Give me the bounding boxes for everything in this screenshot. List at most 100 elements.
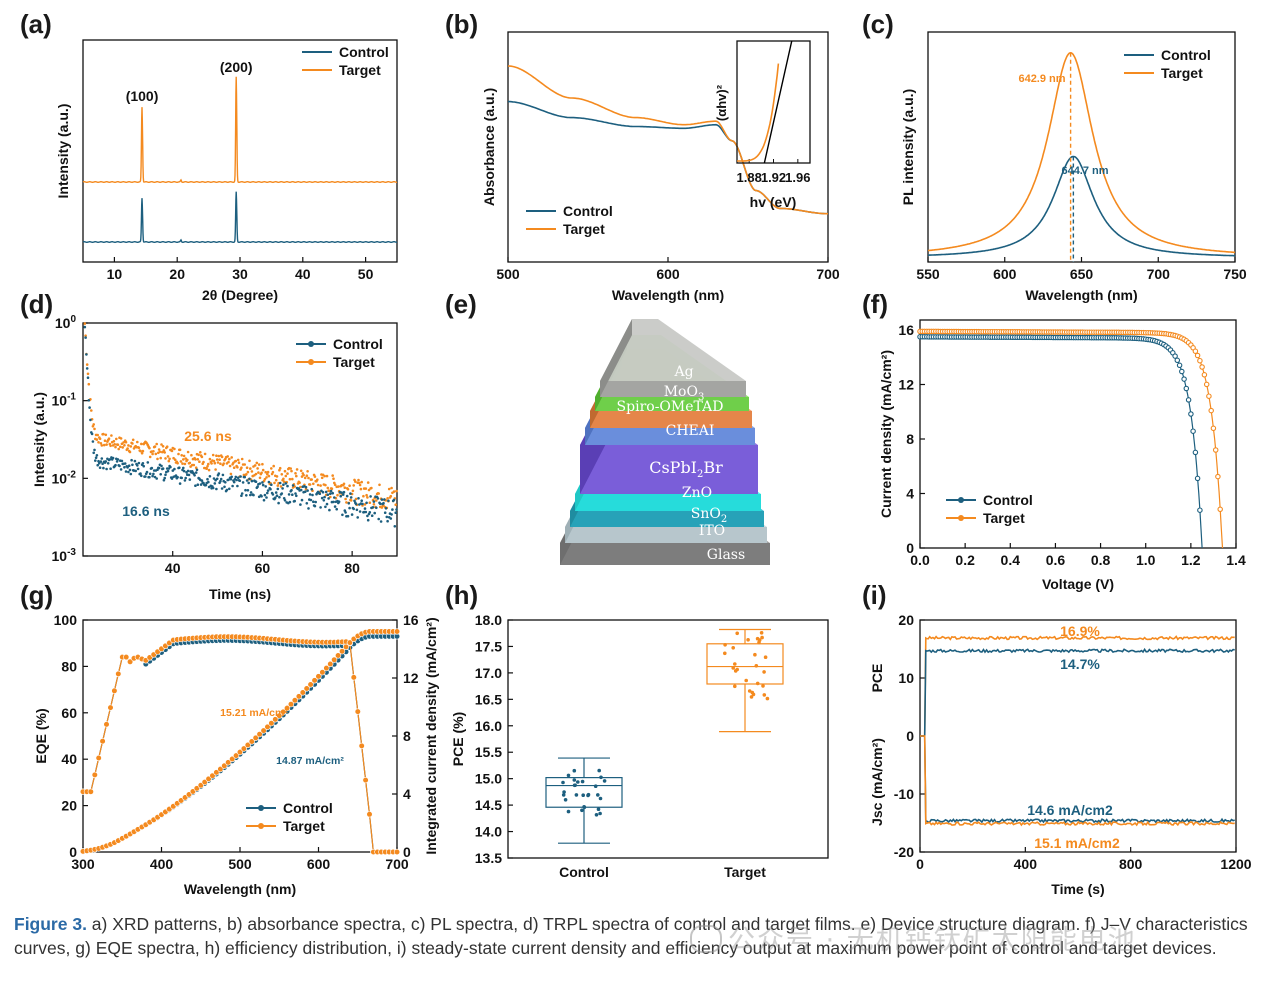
eqe-y2-tick-label: 8	[403, 728, 411, 744]
trpl-target-points-point	[136, 440, 139, 444]
trpl-control-points-point	[263, 493, 267, 497]
wechat-icon	[690, 925, 722, 953]
trpl-target-points-point	[167, 459, 171, 463]
box-point	[765, 696, 770, 701]
box-point	[755, 681, 760, 686]
box-point	[561, 793, 566, 797]
trpl-target-points-point	[352, 484, 356, 487]
trpl-target-points-point	[182, 454, 186, 458]
x-tick-label: 700	[816, 266, 840, 282]
trpl-target-points-point	[307, 476, 310, 480]
trpl-target-points-point	[181, 462, 184, 465]
trpl-target-points-point	[117, 447, 120, 451]
trpl-control-points-point	[383, 498, 386, 501]
trpl-target-points-point	[161, 450, 164, 454]
eqe-point	[358, 742, 365, 750]
trpl-target-points-point	[243, 463, 246, 466]
box-point	[594, 813, 599, 817]
eqe-point	[107, 704, 114, 711]
trpl-control-points-point	[332, 500, 335, 504]
x-tick-label: 40	[295, 266, 311, 282]
trpl-control-points-point	[178, 482, 182, 485]
trpl-target-points-point	[116, 443, 120, 447]
trpl-control-points-point	[376, 497, 380, 500]
trpl-control-points-point	[115, 460, 119, 463]
trpl-control-points-point	[213, 482, 217, 485]
trpl-control-points-point	[278, 495, 281, 499]
trpl-control-points-point	[96, 463, 99, 467]
trpl-control-points-point	[193, 474, 196, 477]
jint-point	[221, 762, 228, 769]
trpl-target-points-point	[165, 445, 169, 449]
trpl-target-points-point	[389, 494, 393, 498]
trpl-control-points-point	[328, 508, 331, 512]
trpl-control-points-point	[180, 476, 183, 480]
trpl-control-points-point	[130, 458, 133, 462]
trpl-target-points-point	[212, 459, 216, 463]
trpl-target-points-point	[336, 493, 339, 497]
trpl-target-points-point	[215, 454, 218, 458]
trpl-control-points-point	[200, 479, 204, 482]
trpl-control-points-point	[361, 502, 364, 506]
trpl-control-points-point	[345, 494, 349, 498]
trpl-control-points-point	[379, 520, 383, 523]
trpl-control-points-point	[355, 508, 359, 512]
trpl-target-points-point	[295, 474, 298, 478]
trpl-target-points-point	[323, 474, 326, 478]
jint-point	[331, 656, 338, 663]
trpl-control-points-point	[184, 476, 187, 480]
box-point	[731, 646, 735, 650]
trpl-control-points-point	[337, 500, 341, 504]
box-point	[762, 693, 767, 697]
eqe-y2-tick-label: 12	[403, 670, 419, 686]
trpl-target-points-point	[245, 466, 249, 470]
trpl-control-points-point	[366, 518, 370, 522]
eqe-point	[99, 738, 106, 745]
trpl-control-points-point	[326, 493, 330, 497]
trpl-target-points-point	[230, 456, 233, 459]
trpl-target-points-point	[324, 483, 327, 487]
eqe-target-integrated-label: 15.21 mA/cm²	[220, 707, 288, 719]
trpl-target-points-point	[312, 482, 315, 486]
trpl-control-points-point	[224, 481, 227, 484]
trpl-target-points-point	[90, 409, 93, 412]
trpl-target-points-point	[342, 482, 346, 486]
trpl-control-points-point	[244, 488, 247, 492]
eqe-point	[354, 708, 361, 715]
legend-marker-control	[308, 341, 314, 347]
trpl-control-points-point	[395, 508, 398, 511]
jint-point	[323, 664, 330, 672]
trpl-control-points-point	[141, 462, 145, 465]
trpl-target-points-point	[207, 462, 210, 466]
box-point	[751, 692, 756, 697]
box-point	[746, 638, 750, 642]
box-point	[566, 773, 571, 778]
trpl-target-points-point	[266, 472, 269, 476]
trpl-target-points-point	[282, 480, 286, 484]
box-point	[762, 670, 766, 674]
trpl-target-points-point	[344, 497, 347, 501]
trpl-control-points-point	[114, 463, 117, 467]
eqe-point	[115, 670, 122, 678]
trpl-target-points-point	[126, 447, 129, 450]
x-tick-label: 10	[107, 266, 123, 282]
trpl-target-points-point	[160, 443, 163, 446]
trpl-control-points-point	[166, 469, 170, 473]
y-tick-label: 17.0	[475, 665, 502, 681]
trpl-control-points-point	[97, 459, 100, 463]
trpl-control-points-point	[267, 480, 271, 484]
trpl-target-points-point	[154, 452, 158, 456]
trpl-control-points-point	[145, 470, 149, 474]
trpl-target-points-point	[202, 460, 205, 464]
trpl-target-points-point	[380, 506, 384, 509]
trpl-control-points-point	[118, 464, 121, 468]
legend-marker-target	[958, 515, 964, 521]
box-point	[723, 651, 727, 656]
jv-point	[1179, 368, 1185, 375]
jint-point	[193, 785, 200, 792]
trpl-target-points-point	[319, 484, 322, 487]
trpl-control-points-point	[116, 458, 120, 461]
panel-label-e: (e)	[445, 289, 477, 319]
mpp-control-pce-label: 14.7%	[1060, 656, 1100, 672]
trpl-target-points-point	[208, 457, 212, 461]
